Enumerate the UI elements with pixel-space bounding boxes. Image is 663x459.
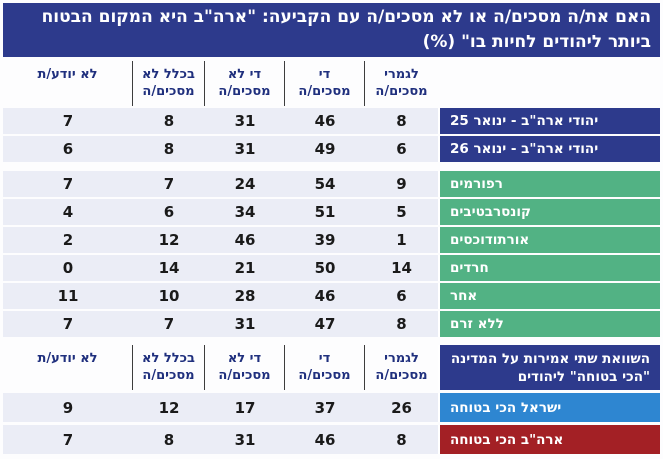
row-label: יהודי ארה"ב - ינואר 25 — [438, 108, 660, 134]
value-cell: 31 — [205, 425, 285, 454]
row-label: חרדים — [438, 255, 660, 281]
value-cell: 7 — [3, 425, 133, 454]
value-cell: 46 — [285, 108, 365, 134]
value-cell: 51 — [285, 199, 365, 225]
value-cell: 31 — [205, 136, 285, 162]
value-cell: 39 — [285, 227, 365, 253]
value-cell: 8 — [133, 108, 205, 134]
column-header: בכלל לא מסכים/ה — [133, 61, 205, 106]
value-cell: 54 — [285, 171, 365, 197]
value-cell: 7 — [3, 171, 133, 197]
column-header: בכלל לא מסכים/ה — [133, 345, 205, 390]
value-cell: 7 — [133, 171, 205, 197]
value-cell: 6 — [133, 199, 205, 225]
value-cell: 50 — [285, 255, 365, 281]
page-title: האם את/ה מסכים/ה או לא מסכים/ה עם הקביעה… — [3, 3, 660, 57]
column-header: די מסכים/ה — [285, 345, 365, 390]
value-cell: 31 — [205, 108, 285, 134]
value-cell: 37 — [285, 393, 365, 422]
value-cell: 8 — [133, 425, 205, 454]
empty-corner — [438, 61, 660, 106]
comparison-header: השוואת שתי אמירות על המדינה "הכי בטוחה" … — [438, 345, 660, 390]
value-cell: 7 — [3, 108, 133, 134]
value-cell: 34 — [205, 199, 285, 225]
row-label: יהודי ארה"ב - ינואר 26 — [438, 136, 660, 162]
comparison-table: השוואת שתי אמירות על המדינה "הכי בטוחה" … — [3, 345, 660, 454]
value-cell: 12 — [133, 227, 205, 253]
value-cell: 4 — [3, 199, 133, 225]
column-header: די לא מסכים/ה — [205, 345, 285, 390]
value-cell: 26 — [365, 393, 438, 422]
value-cell: 17 — [205, 393, 285, 422]
column-header: לא יודע/ת — [3, 345, 133, 390]
value-cell: 31 — [205, 311, 285, 337]
value-cell: 8 — [365, 108, 438, 134]
section-spacer — [3, 164, 660, 169]
column-header: לגמרי מסכים/ה — [375, 351, 428, 383]
value-cell: 10 — [133, 283, 205, 309]
value-cell: 7 — [3, 311, 133, 337]
value-cell: 8 — [365, 311, 438, 337]
row-label: אחר — [438, 283, 660, 309]
row-label: ארה"ב הכי בטוחה — [438, 425, 660, 454]
value-cell: 7 — [133, 311, 205, 337]
row-label: אורתודוכסים — [438, 227, 660, 253]
value-cell: 46 — [285, 283, 365, 309]
value-cell: 9 — [3, 393, 133, 422]
value-cell: 49 — [285, 136, 365, 162]
row-label: רפורמים — [438, 171, 660, 197]
value-cell: 0 — [3, 255, 133, 281]
value-cell: 8 — [133, 136, 205, 162]
value-cell: 1 — [365, 227, 438, 253]
value-cell: 47 — [285, 311, 365, 337]
value-cell: 2 — [3, 227, 133, 253]
value-cell: 6 — [365, 283, 438, 309]
row-label: ללא זרם — [438, 311, 660, 337]
column-header: לא יודע/ת — [3, 61, 133, 106]
column-header: די מסכים/ה — [285, 61, 365, 106]
value-cell: 12 — [133, 393, 205, 422]
value-cell: 46 — [205, 227, 285, 253]
value-cell: 14 — [133, 255, 205, 281]
value-cell: 8 — [365, 425, 438, 454]
value-cell: 28 — [205, 283, 285, 309]
agreement-table: לגמרי מסכים/ה די מסכים/ה די לא מסכים/ה בכלל… — [3, 61, 660, 337]
value-cell: 14 — [365, 255, 438, 281]
value-cell: 9 — [365, 171, 438, 197]
value-cell: 24 — [205, 171, 285, 197]
value-cell: 21 — [205, 255, 285, 281]
value-cell: 5 — [365, 199, 438, 225]
row-label: קונסרבטיבים — [438, 199, 660, 225]
value-cell: 11 — [3, 283, 133, 309]
value-cell: 6 — [3, 136, 133, 162]
value-cell: 46 — [285, 425, 365, 454]
column-header: לגמרי מסכים/ה — [375, 67, 428, 99]
value-cell: 6 — [365, 136, 438, 162]
column-header: די לא מסכים/ה — [205, 61, 285, 106]
row-label: ישראל הכי בטוחה — [438, 393, 660, 422]
